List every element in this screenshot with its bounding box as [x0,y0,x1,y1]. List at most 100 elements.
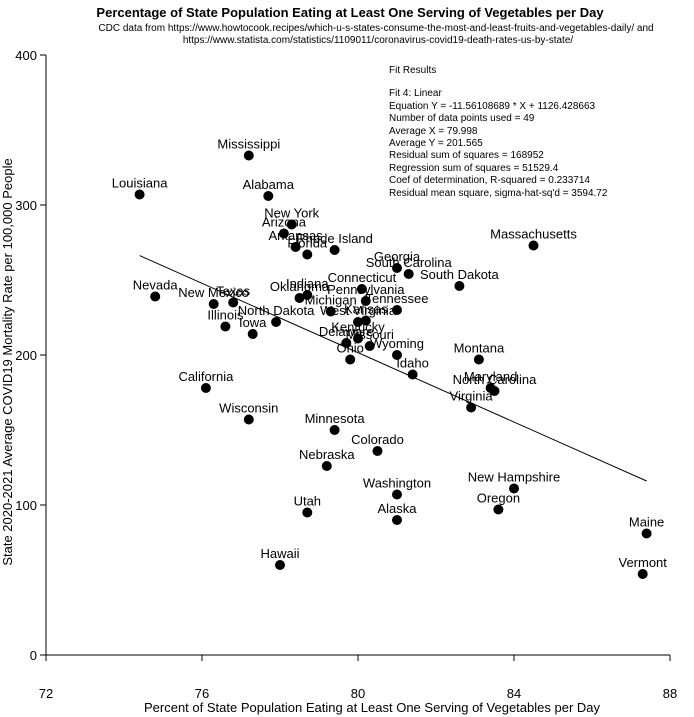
fit-results-line: Average X = 79.998 [389,126,478,137]
data-point [372,446,383,456]
data-point [325,306,336,317]
data-point [392,489,402,500]
point-label: Mississippi [217,137,280,152]
fit-results-line: Number of data points used = 49 [389,113,535,124]
data-point [407,369,418,380]
data-point [489,386,500,396]
data-point [473,354,484,365]
data-point [208,299,219,309]
data-point [392,263,402,273]
point-label: Vermont [618,555,667,570]
data-point [286,219,297,230]
data-point [150,291,161,302]
data-point [302,507,313,518]
point-label: Illinois [207,308,244,323]
data-point [220,321,231,332]
point-label: California [178,369,234,384]
point-label: South Carolina [366,255,453,270]
data-point [329,425,340,435]
point-label: North Carolina [453,372,538,387]
fit-line-group [139,255,647,482]
point-label: Maine [629,515,664,530]
point-label: South Dakota [420,267,500,282]
y-tick-label: 300 [15,198,37,213]
data-point [403,269,414,279]
data-point [637,569,648,579]
point-label: Idaho [396,356,429,371]
data-point [263,191,274,201]
point-label: Washington [363,476,431,491]
x-tick-label: 72 [39,686,53,701]
point-label: Texas [216,284,250,299]
data-point [364,341,375,351]
point-label: Iowa [239,315,267,330]
data-point [353,333,363,344]
point-label: Hawaii [260,546,299,561]
fit-results-line: Residual mean square, sigma-hat-sq'd = 3… [389,188,608,199]
data-point [356,284,367,294]
data-point [360,296,371,306]
point-label: Maryland [464,369,517,384]
point-label: Arkansas [268,228,323,243]
point-label: Tennessee [366,291,429,306]
point-label: North Dakota [238,303,315,318]
point-label: Louisiana [112,176,168,191]
data-point [271,317,282,327]
data-point [353,317,363,327]
data-point [278,228,289,239]
fit-results-line: Equation Y = -11.56108689 * X + 1126.428… [389,101,596,112]
data-point [466,402,477,413]
point-label: Alaska [377,501,417,516]
data-point [528,240,539,251]
point-label: Michigan [305,293,357,308]
point-labels: Mississippi Louisiana Alabama New YorkArizo… [112,137,668,571]
point-label: Colorado [351,432,404,447]
data-point [341,338,352,348]
point-label: Utah [294,494,321,509]
y-tick-label: 400 [15,48,37,63]
data-point [228,297,239,308]
y-axis-label: State 2020-2021 Average COVID19 Mortalit… [0,158,15,565]
data-point [200,383,211,393]
x-tick-label: 76 [195,686,209,701]
point-label: Missouri [345,327,394,342]
data-point [243,150,254,161]
fit-results-line: Regression sum of squares = 51529.4 [389,163,559,174]
point-label: Nevada [133,278,179,293]
data-point [360,315,371,326]
chart-subtitle-line-2: https://www.statista.com/statistics/1109… [183,35,574,46]
fit-results-line: Average Y = 201.565 [389,138,483,149]
x-tick-label: 80 [351,686,365,701]
point-label: Minnesota [305,411,366,426]
point-label: Oklahoma [270,279,330,294]
point-label: West Virginia [320,303,397,318]
data-point [392,305,402,315]
data-point [302,290,313,300]
x-tick-label: 88 [663,686,677,701]
fit-results-line: Fit Results [389,65,436,76]
fit-line [139,255,647,482]
chart-title: Percentage of State Population Eating at… [96,5,604,20]
x-axis-label: Percent of State Population Eating at Le… [144,700,601,715]
data-point [392,350,402,360]
point-label: Arizona [262,215,307,230]
y-tick-label: 100 [15,498,37,513]
point-label: Massachusetts [490,227,577,242]
fit-results-line: Coef of determination, R-squared = 0.233… [389,175,590,186]
point-label: Virginia [450,389,494,404]
point-label: Alabama [243,177,295,192]
x-tick-label: 84 [507,686,521,701]
point-label: Wisconsin [219,401,278,416]
point-label: Nebraska [299,447,355,462]
data-points [134,150,652,579]
point-label: Kentucky [331,320,385,335]
point-label: Connecticut [328,270,397,285]
point-label: Oregon [477,491,520,506]
fit-results-box: Fit Results Fit 4: Linear Equation Y = -11… [389,65,608,199]
data-point [392,515,402,525]
point-label: Wyoming [370,336,424,351]
data-point [493,504,504,515]
point-label: Georgia [374,249,421,264]
data-point [294,293,305,303]
